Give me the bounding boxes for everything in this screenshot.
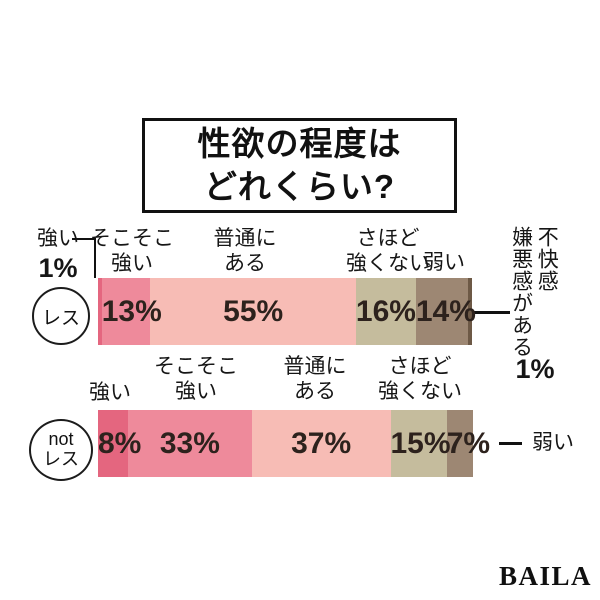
bar-segment-2: 33%	[128, 410, 252, 477]
bar-segment-3: 37%	[251, 410, 391, 477]
bar-segment-3: 55%	[150, 278, 357, 345]
category-label-not-so-strong-less: さほど 強くない	[346, 227, 430, 275]
connector-elbow-strong	[72, 238, 96, 278]
segment-value-label: 15%	[390, 426, 451, 460]
connector-line-disgust	[474, 311, 510, 314]
segment-value-label: 7%	[446, 426, 491, 460]
segment-value-label: 16%	[355, 294, 416, 328]
chart-title-line1: 性欲の程度は	[197, 124, 402, 162]
callout-weak-label: 弱い	[532, 431, 574, 454]
category-label-strong-text: 強い	[37, 227, 79, 250]
callout-strong-value: 1%	[38, 252, 78, 283]
segment-value-label: 8%	[98, 426, 142, 460]
segment-value-label: 37%	[291, 426, 352, 460]
bar-segment-5: 14%	[415, 278, 476, 345]
category-label-strong-notless: 強い	[89, 381, 131, 404]
chart-title-box: 性欲の程度は どれくらい?	[142, 118, 457, 213]
group-badge-less-label: レス	[41, 307, 80, 329]
bar-segment-5: 7%	[446, 410, 490, 477]
callout-disgust-label: 不快感 嫌悪感がある	[509, 226, 559, 358]
bar-segment-1	[98, 278, 102, 345]
category-label-normal-less: 普通に ある	[213, 227, 277, 275]
segment-value-label: 13%	[101, 294, 162, 328]
category-label-weak-less: 弱い	[423, 251, 465, 274]
group-badge-not-less-line2: レス	[43, 449, 79, 469]
category-label-somewhat-strong-less: そこそこ 強い	[90, 227, 174, 275]
stacked-bar-not-less: 8% 33% 37% 15% 7%	[98, 410, 490, 477]
bar-segment-1: 8%	[98, 410, 141, 477]
segment-value-label: 14%	[415, 294, 476, 328]
bar-segment-6	[468, 278, 472, 345]
group-badge-not-less-line1: not	[48, 429, 74, 450]
group-badge-less: レス	[32, 287, 90, 345]
brand-logo: BAILA	[499, 561, 593, 591]
segment-value-label: 33%	[159, 426, 220, 460]
callout-disgust-value: 1%	[515, 354, 555, 384]
segment-value-label: 55%	[223, 294, 284, 328]
connector-line-weak	[499, 442, 522, 445]
chart-title-line2: どれくらい?	[203, 167, 396, 205]
category-label-strong-less: 強い 1%	[33, 227, 83, 285]
stacked-bar-less: 13% 55% 16% 14%	[98, 278, 476, 345]
bar-segment-4: 15%	[390, 410, 451, 477]
category-label-normal-notless: 普通に ある	[283, 355, 347, 403]
bar-segment-2: 13%	[101, 278, 162, 345]
group-badge-not-less: not レス	[29, 419, 93, 481]
bar-segment-4: 16%	[356, 278, 416, 345]
category-label-somewhat-strong-notless: そこそこ 強い	[154, 355, 238, 403]
category-label-not-so-strong-notless: さほど 強くない	[378, 355, 462, 403]
